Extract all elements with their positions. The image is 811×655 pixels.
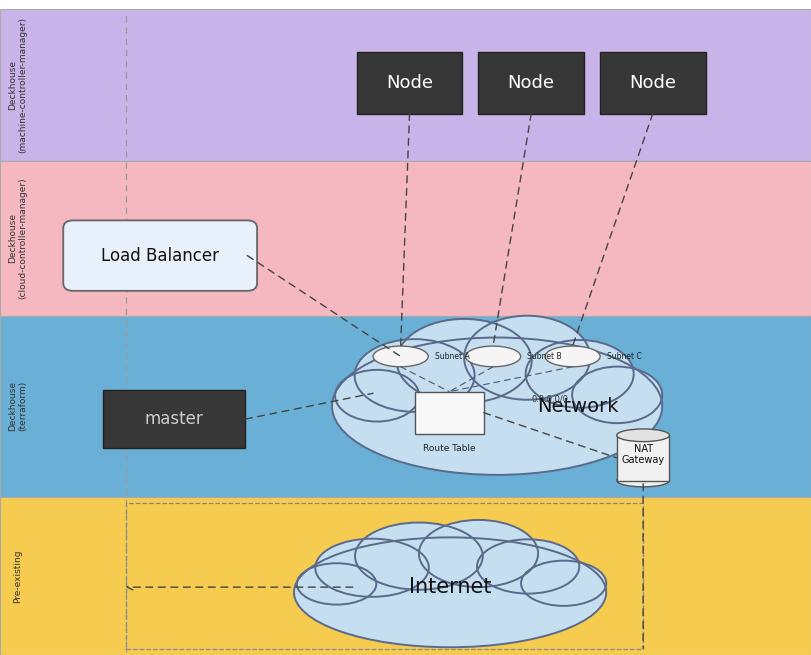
Ellipse shape [617,474,670,487]
Bar [126,503,643,648]
Ellipse shape [464,316,590,400]
Ellipse shape [335,370,419,422]
Ellipse shape [573,367,662,423]
Ellipse shape [333,337,662,475]
Text: Subnet B: Subnet B [527,352,562,361]
Text: Network: Network [538,397,619,416]
Ellipse shape [297,563,376,605]
Ellipse shape [466,346,521,367]
Text: 0.0.0.0/0: 0.0.0.0/0 [532,394,569,403]
Bar [478,52,584,114]
Text: Deckhouse
(cloud-controller-manager): Deckhouse (cloud-controller-manager) [8,178,28,299]
Bar [357,52,462,114]
Bar [0,496,811,655]
Text: Deckhouse
(machine-controller-manager): Deckhouse (machine-controller-manager) [8,16,28,153]
Ellipse shape [373,346,428,367]
Bar [600,52,706,114]
Text: Node: Node [629,74,676,92]
Text: Subnet A: Subnet A [435,352,470,361]
Ellipse shape [419,520,539,587]
FancyBboxPatch shape [63,220,257,291]
Ellipse shape [294,537,607,647]
Bar [0,9,811,160]
Ellipse shape [355,523,483,590]
Text: Deckhouse
(terraform): Deckhouse (terraform) [8,381,28,431]
Ellipse shape [477,539,579,593]
Bar [0,160,811,316]
Ellipse shape [354,339,474,412]
Bar [617,436,670,481]
Bar [104,390,245,448]
Ellipse shape [526,340,633,408]
Text: Node: Node [508,74,555,92]
Text: master: master [145,410,204,428]
Text: Pre-existing: Pre-existing [13,549,23,603]
Ellipse shape [315,538,429,597]
Ellipse shape [545,346,600,367]
Ellipse shape [617,429,670,441]
Text: Node: Node [386,74,433,92]
Text: NAT
Gateway: NAT Gateway [621,444,665,466]
Text: Route Table: Route Table [423,444,475,453]
Text: Internet: Internet [409,577,491,597]
Bar [0,316,811,496]
Bar [415,392,484,434]
Text: Load Balancer: Load Balancer [101,247,219,265]
Ellipse shape [521,561,607,606]
Text: Subnet C: Subnet C [607,352,642,361]
Ellipse shape [397,319,532,403]
